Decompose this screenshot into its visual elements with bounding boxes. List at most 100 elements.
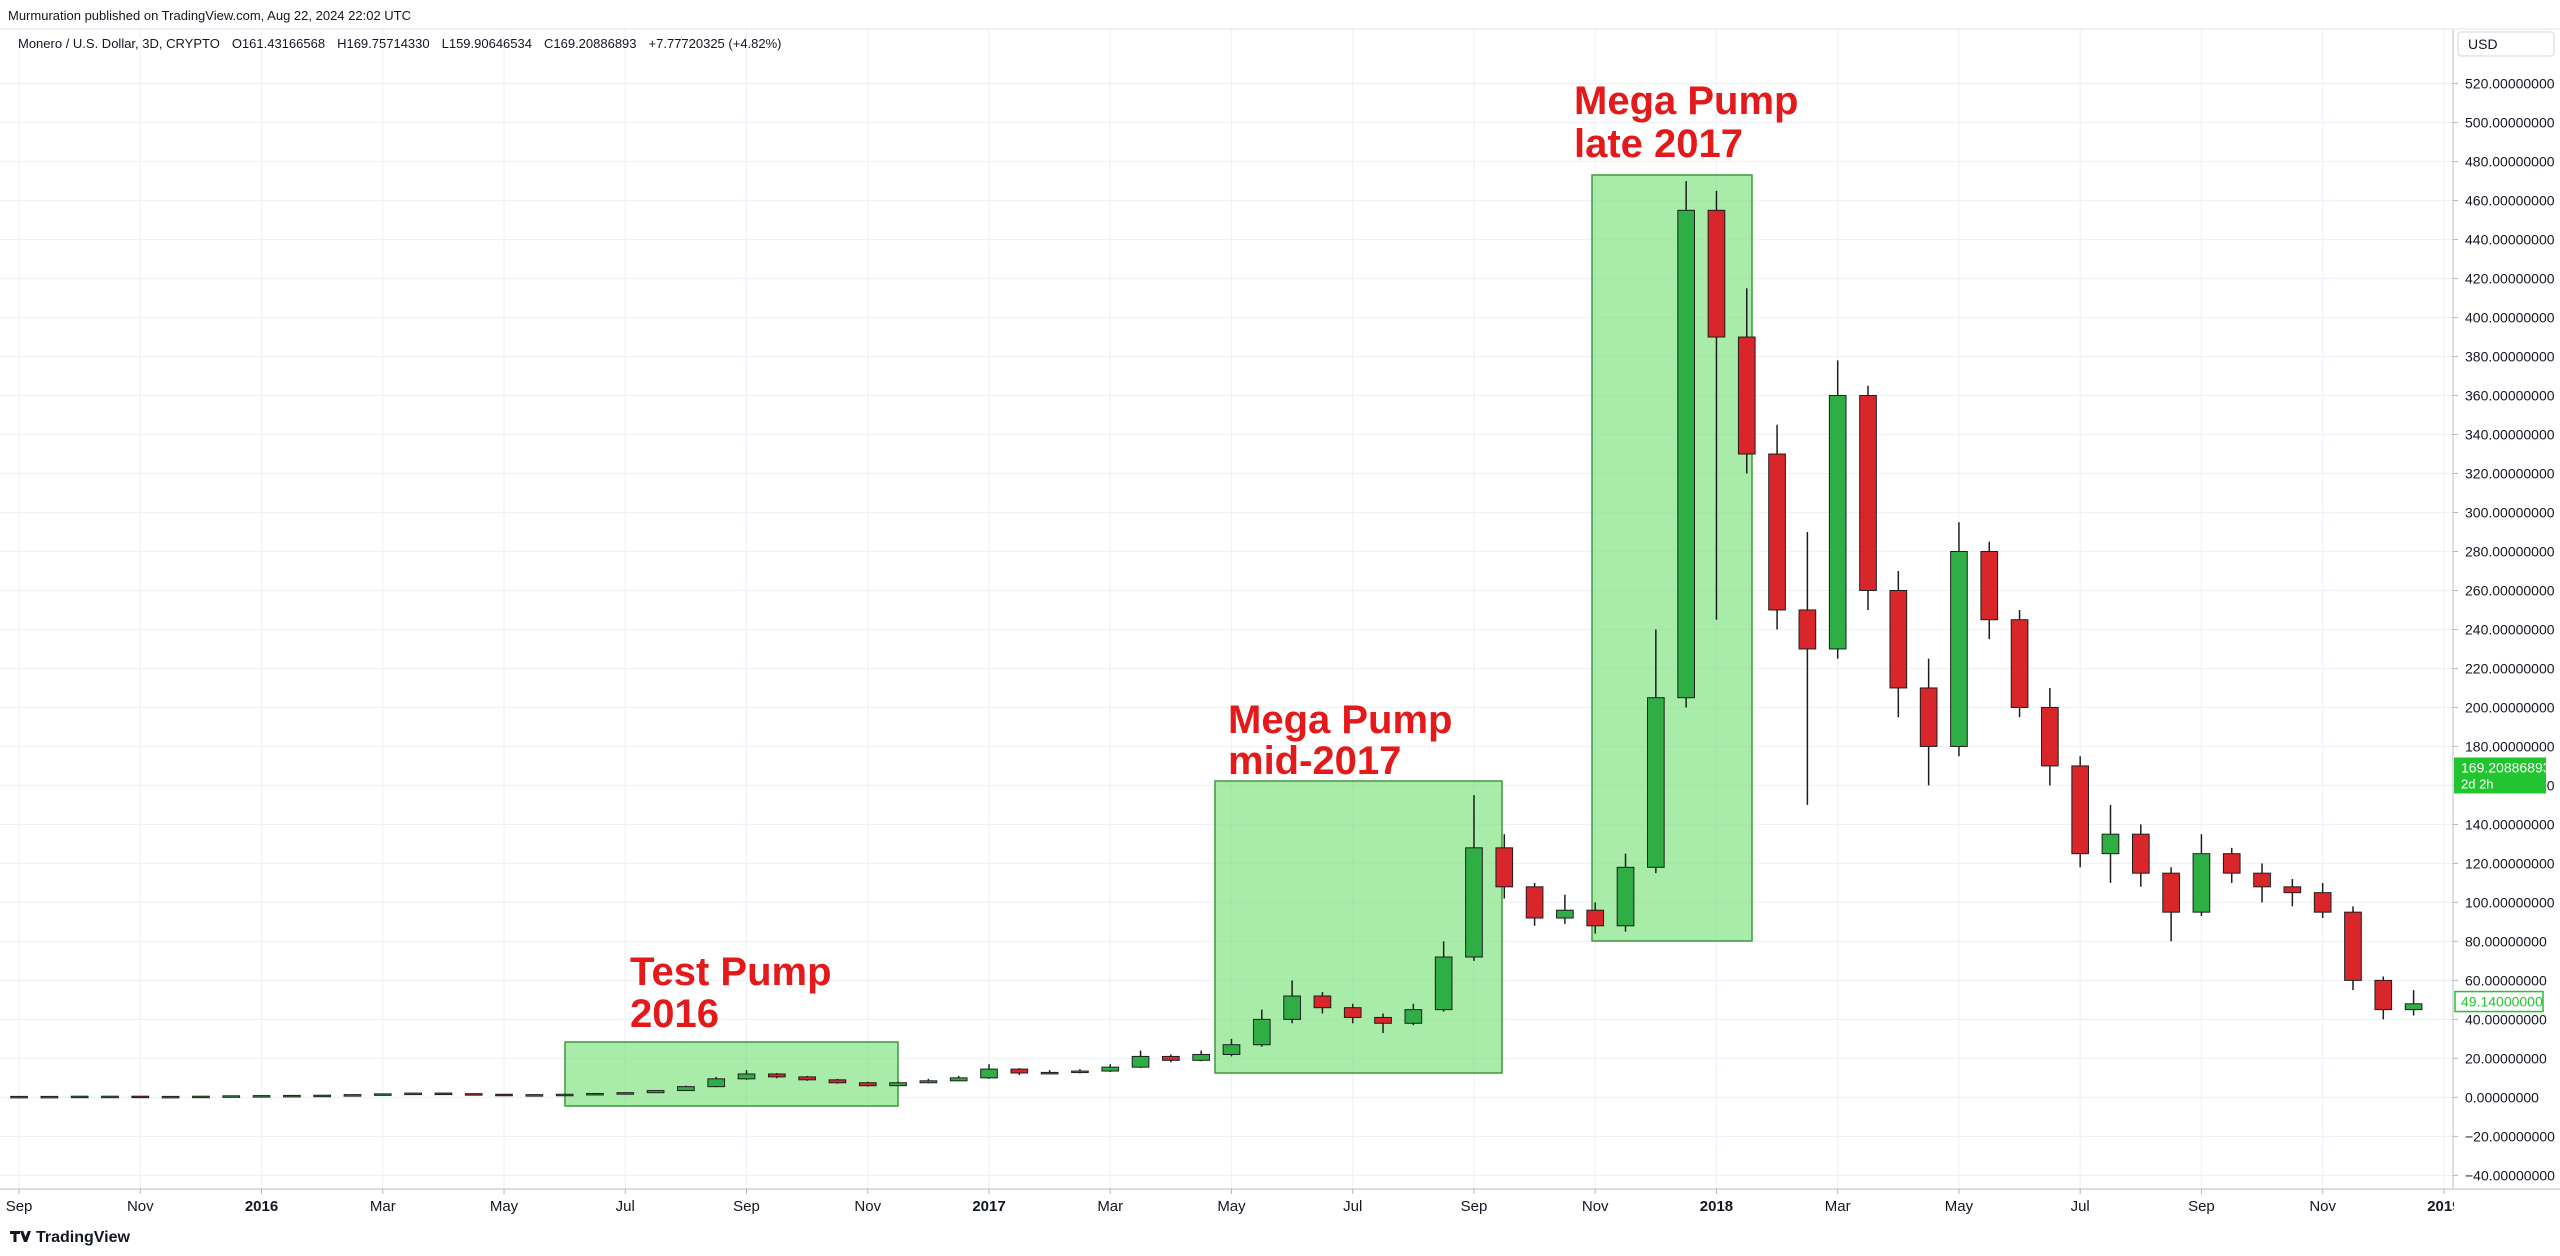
candle-body <box>2253 872 2271 888</box>
candle-body <box>828 1079 847 1084</box>
y-tick-label: 220.00000000 <box>2465 660 2555 676</box>
y-tick-label: −20.00000000 <box>2465 1128 2555 1144</box>
y-tick-label: 100.00000000 <box>2465 894 2555 910</box>
annotation: Mega Pump <box>1574 79 1798 123</box>
y-tick-label: 120.00000000 <box>2465 855 2555 871</box>
candle-body <box>1101 1066 1120 1072</box>
candle-body <box>1404 1009 1423 1024</box>
candle-body <box>767 1073 786 1078</box>
publisher-line: Murmuration published on TradingView.com… <box>8 8 423 23</box>
annotation: mid-2017 <box>1228 739 1401 783</box>
candle-body <box>2131 833 2150 874</box>
annotation: 2016 <box>630 992 719 1036</box>
ohlc-open: O161.43166568 <box>231 36 326 51</box>
candle-body <box>1040 1071 1059 1075</box>
y-tick-label: 140.00000000 <box>2465 816 2555 832</box>
candle-body <box>161 1095 180 1099</box>
x-tick-label: May <box>490 1198 519 1215</box>
y-tick-label: 440.00000000 <box>2465 232 2555 248</box>
candle-body <box>1010 1068 1029 1074</box>
y-tick-label: 420.00000000 <box>2465 271 2555 287</box>
y-tick-label: 0.00000000 <box>2465 1089 2539 1105</box>
last-price-box <box>2454 757 2546 794</box>
x-tick-label: May <box>1945 1198 1974 1215</box>
x-tick-label: 2018 <box>1700 1198 1733 1215</box>
y-tick-label: 360.00000000 <box>2465 388 2555 404</box>
candle-body <box>40 1095 59 1099</box>
candle-body <box>2344 911 2362 981</box>
marker-price-label: 49.14000000 <box>2461 994 2543 1010</box>
x-tick-label: Sep <box>1461 1198 1488 1215</box>
y-tick-label: 20.00000000 <box>2465 1050 2547 1066</box>
y-tick-label: 200.00000000 <box>2465 699 2555 715</box>
last-price-countdown: 2d 2h <box>2461 776 2494 791</box>
y-tick-label: 400.00000000 <box>2465 310 2555 326</box>
candle-body <box>1737 336 1756 455</box>
candle-body <box>2404 1003 2423 1011</box>
price-axis-corner <box>2454 1190 2560 1230</box>
candle-body <box>2192 853 2211 913</box>
logo[interactable] <box>10 1231 31 1242</box>
annotation: late 2017 <box>1574 122 1743 166</box>
candle-body <box>1525 886 1544 919</box>
marker-price-box <box>2454 990 2544 1013</box>
candle-body <box>2071 765 2090 855</box>
candle-body <box>1192 1053 1211 1061</box>
candle-body <box>889 1082 907 1087</box>
candle-body <box>919 1080 938 1084</box>
candle-body <box>131 1095 150 1099</box>
y-tick-label: 60.00000000 <box>2465 972 2547 988</box>
candle-body <box>495 1093 513 1097</box>
candle-body <box>192 1095 210 1099</box>
x-tick-label: Jul <box>1343 1198 1362 1215</box>
candle-body <box>1343 1007 1362 1018</box>
candle-body <box>646 1090 665 1094</box>
candle-body <box>1495 847 1514 888</box>
candle-body <box>1677 209 1695 699</box>
y-tick-label: 280.00000000 <box>2465 543 2555 559</box>
last-price-label: 169.20886893 <box>2461 759 2551 775</box>
axes: Sep Nov 2016 Mar May Jul Sep Nov 2017 Mar May Jul Se… <box>6 76 2560 1230</box>
ohlc-change: +7.77720325 (+4.82%) <box>648 36 782 51</box>
y-tick-label: 300.00000000 <box>2465 504 2555 520</box>
candle-body <box>525 1094 544 1097</box>
candle-body <box>1283 995 1301 1020</box>
y-tick-label: 240.00000000 <box>2465 621 2555 637</box>
candle-body <box>464 1093 483 1096</box>
candle-body <box>1828 395 1847 650</box>
candle-body <box>101 1095 119 1099</box>
currency[interactable]: USD <box>2468 36 2498 52</box>
price-axis-panel <box>2453 29 2560 1209</box>
x-tick-label: Sep <box>2188 1198 2215 1215</box>
y-tick-label: −40.00000000 <box>2465 1167 2555 1183</box>
x-tick-label: Nov <box>1582 1198 1609 1215</box>
highlight-box <box>1591 174 1753 942</box>
candle-body <box>1162 1055 1180 1061</box>
candle-body <box>2222 853 2241 874</box>
candle-body <box>2313 892 2332 913</box>
y-tick-label: 460.00000000 <box>2465 193 2555 209</box>
candle-body <box>1616 866 1635 927</box>
y-tick-label: 500.00000000 <box>2465 115 2555 131</box>
y-tick-label: 320.00000000 <box>2465 466 2555 482</box>
candle-body <box>2041 706 2059 767</box>
candle-body <box>2283 886 2302 894</box>
x-tick-label: May <box>1217 1198 1246 1215</box>
brand[interactable]: TradingView <box>36 1229 131 1246</box>
candles <box>10 181 2423 1099</box>
candle-body <box>373 1093 392 1096</box>
symbol: Monero / U.S. Dollar, 3D, CRYPTO <box>18 36 220 51</box>
ohlc-close: C169.20886893 <box>543 36 637 51</box>
y-tick-label: 520.00000000 <box>2465 76 2555 92</box>
y-tick-label: 340.00000000 <box>2465 427 2555 443</box>
candle-body <box>555 1093 574 1097</box>
y-tick-label: 180.00000000 <box>2465 738 2555 754</box>
candle-body <box>222 1095 241 1098</box>
candle-body <box>10 1095 28 1099</box>
annotation: Mega Pump <box>1228 698 1452 742</box>
x-tick-label: 2017 <box>972 1198 1005 1215</box>
y-tick-label: 480.00000000 <box>2465 154 2555 170</box>
currency-box[interactable] <box>2457 31 2555 57</box>
x-tick-label: 2019 <box>2427 1198 2460 1215</box>
